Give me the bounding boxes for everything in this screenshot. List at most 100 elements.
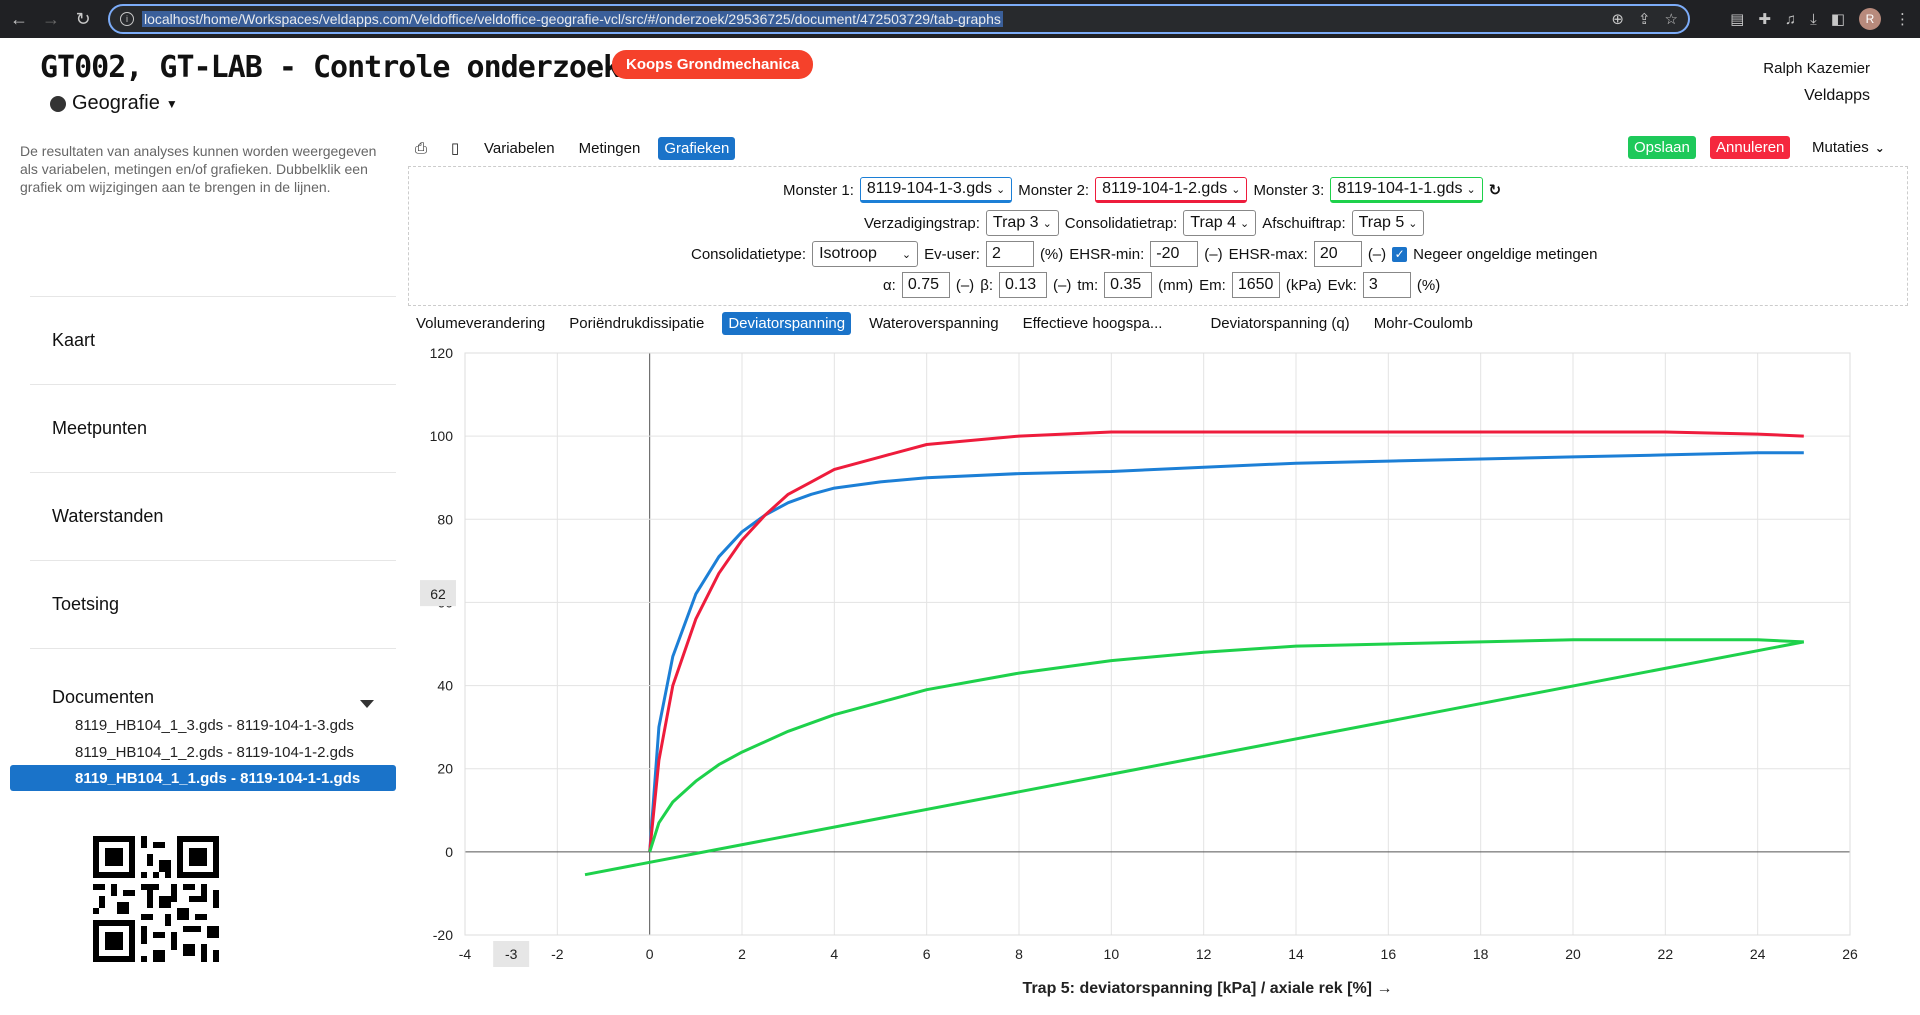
media-icon[interactable]: ♫: [1784, 10, 1797, 28]
x-tick-label: 6: [923, 946, 931, 962]
alpha-input[interactable]: 0.75: [901, 272, 950, 298]
x-tick-label: 4: [830, 946, 838, 962]
document-icon[interactable]: ▯: [450, 140, 460, 157]
chevron-down-icon: ⌄: [1408, 217, 1418, 230]
mutations-dropdown[interactable]: Mutaties ⌄: [1806, 136, 1891, 159]
tab-mohr-coulomb[interactable]: Mohr-Coulomb: [1373, 314, 1473, 332]
beta-input[interactable]: 0.13: [998, 272, 1047, 298]
em-label: Em:: [1199, 276, 1226, 294]
afschuiftrap-value: Trap 5: [1358, 214, 1405, 231]
sidebar-item-meetpunten[interactable]: Meetpunten: [30, 384, 396, 472]
tab-grafieken[interactable]: Grafieken: [658, 136, 736, 160]
ehsr-min-label: EHSR-min:: [1069, 245, 1145, 263]
app-menu[interactable]: Geografie ▼: [50, 92, 178, 115]
monster1-value: 8119-104-1-3.gds: [866, 180, 992, 197]
sidebar-item-toetsing[interactable]: Toetsing: [30, 560, 396, 648]
em-input[interactable]: 1650: [1231, 272, 1280, 298]
download-icon[interactable]: ⤓: [1810, 10, 1817, 28]
tab-variabelen[interactable]: Variabelen: [484, 139, 555, 157]
chevron-down-icon: ⌄: [1240, 217, 1250, 230]
app-menu-label: Geografie: [72, 92, 160, 114]
browser-toolbar: ← → ↻ i localhost/home/Workspaces/veldap…: [0, 0, 1920, 38]
consolidatietype-select[interactable]: Isotroop ⌄: [812, 241, 919, 267]
site-info-icon[interactable]: i: [120, 12, 134, 26]
share-icon[interactable]: ⇪: [1637, 11, 1651, 28]
consolidatietrap-select[interactable]: Trap 4 ⌄: [1183, 210, 1257, 236]
document-toolbar: ⎙ ▯ Variabelen Metingen Grafieken: [410, 136, 747, 160]
monster2-value: 8119-104-1-2.gds: [1102, 180, 1228, 197]
sidebar-item-kaart[interactable]: Kaart: [30, 296, 396, 384]
menu-kebab-icon[interactable]: ⋮: [1895, 11, 1910, 28]
reader-icon[interactable]: ▤: [1730, 11, 1745, 28]
sidebar-item-documenten[interactable]: Documenten: [30, 648, 396, 718]
cancel-button[interactable]: Annuleren: [1710, 136, 1791, 159]
y-tick-label: 100: [430, 428, 454, 444]
tm-input[interactable]: 0.35: [1104, 272, 1153, 298]
forward-icon[interactable]: →: [42, 8, 60, 29]
monster3-value: 8119-104-1-1.gds: [1337, 180, 1463, 197]
y-tick-label: -20: [433, 927, 453, 943]
profile-avatar[interactable]: R: [1859, 8, 1881, 30]
address-bar[interactable]: i localhost/home/Workspaces/veldapps.com…: [108, 4, 1690, 34]
company-badge: Koops Grondmechanica: [612, 50, 814, 79]
negeer-checkbox[interactable]: ✓: [1392, 246, 1408, 262]
reload-icon[interactable]: ↻: [75, 8, 91, 29]
documenten-label: Documenten: [52, 687, 155, 707]
x-tick-label: 26: [1842, 946, 1858, 962]
tab-poriendrukdissipatie[interactable]: Poriëndrukdissipatie: [569, 314, 705, 332]
evk-unit: (%): [1416, 276, 1441, 294]
monster2-select[interactable]: 8119-104-1-2.gds ⌄: [1095, 177, 1248, 203]
evk-label: Evk:: [1327, 276, 1357, 294]
tab-volumeverandering[interactable]: Volumeverandering: [416, 314, 546, 332]
monster1-select[interactable]: 8119-104-1-3.gds ⌄: [859, 177, 1013, 203]
sidepanel-icon[interactable]: ◧: [1830, 11, 1845, 28]
chevron-down-icon: ⌄: [1466, 183, 1476, 196]
ehsr-min-input[interactable]: -20: [1150, 241, 1199, 267]
ev-user-input[interactable]: 2: [985, 241, 1034, 267]
ev-user-label: Ev-user:: [924, 245, 980, 263]
x-axis-title: Trap 5: deviatorspanning [kPa] / axiale …: [1023, 980, 1393, 997]
monster3-label: Monster 3:: [1253, 181, 1325, 199]
document-item[interactable]: 8119_HB104_1_3.gds - 8119-104-1-3.gds: [75, 716, 354, 734]
monster1-label: Monster 1:: [783, 181, 854, 199]
chevron-down-icon: ⌄: [1231, 183, 1241, 196]
tab-wateroverspanning[interactable]: Wateroverspanning: [869, 314, 999, 332]
save-button[interactable]: Opslaan: [1628, 136, 1696, 159]
refresh-icon[interactable]: ↻: [1488, 182, 1502, 199]
tab-deviatorspanning[interactable]: Deviatorspanning: [722, 311, 852, 335]
tab-deviatorspanning-q[interactable]: Deviatorspanning (q): [1210, 314, 1350, 332]
evk-input[interactable]: 3: [1362, 272, 1411, 298]
x-tick-label: 8: [1015, 946, 1023, 962]
sidebar-item-waterstanden[interactable]: Waterstanden: [30, 472, 396, 560]
bookmark-star-icon[interactable]: ☆: [1664, 11, 1678, 28]
globe-icon: [50, 95, 66, 112]
consolidatietrap-label: Consolidatietrap:: [1064, 214, 1178, 232]
extensions-icon[interactable]: ✚: [1758, 11, 1771, 28]
document-item-selected[interactable]: 8119_HB104_1_1.gds - 8119-104-1-1.gds: [10, 765, 396, 791]
deviator-chart[interactable]: -4-202468101214161820222426-200204060801…: [408, 340, 1908, 1010]
document-item[interactable]: 8119_HB104_1_2.gds - 8119-104-1-2.gds: [75, 743, 354, 761]
page-title: GT002, GT-LAB - Controle onderzoek: [40, 50, 621, 85]
ehsr-max-label: EHSR-max:: [1228, 245, 1308, 263]
verzadigingstrap-select[interactable]: Trap 3 ⌄: [985, 210, 1059, 236]
tab-metingen[interactable]: Metingen: [578, 139, 641, 157]
tm-unit: (mm): [1158, 276, 1194, 294]
print-icon[interactable]: ⎙: [414, 139, 427, 157]
plot-border: [464, 352, 1851, 936]
zoom-icon[interactable]: ⊕: [1611, 11, 1624, 28]
tab-effectieve-hoogspanning[interactable]: Effectieve hoogspa...: [1022, 314, 1163, 332]
chart-area[interactable]: -4-202468101214161820222426-200204060801…: [408, 340, 1908, 1010]
series-line-4: [584, 640, 1805, 877]
afschuiftrap-select[interactable]: Trap 5 ⌄: [1351, 210, 1425, 236]
back-icon[interactable]: ←: [10, 8, 28, 29]
ehsr-max-input[interactable]: 20: [1313, 241, 1362, 267]
url-text[interactable]: localhost/home/Workspaces/veldapps.com/V…: [142, 11, 1003, 27]
consolidatietype-label: Consolidatietype:: [691, 245, 807, 263]
x-tick-label: 14: [1288, 946, 1304, 962]
x-tick-label: 22: [1658, 946, 1674, 962]
y-tick-label: 120: [430, 345, 454, 361]
monster3-select[interactable]: 8119-104-1-1.gds ⌄: [1330, 177, 1483, 203]
chevron-down-icon: ⌄: [996, 183, 1006, 196]
x-tick-label: 10: [1104, 946, 1120, 962]
sidebar-description: De resultaten van analyses kunnen worden…: [20, 143, 377, 195]
